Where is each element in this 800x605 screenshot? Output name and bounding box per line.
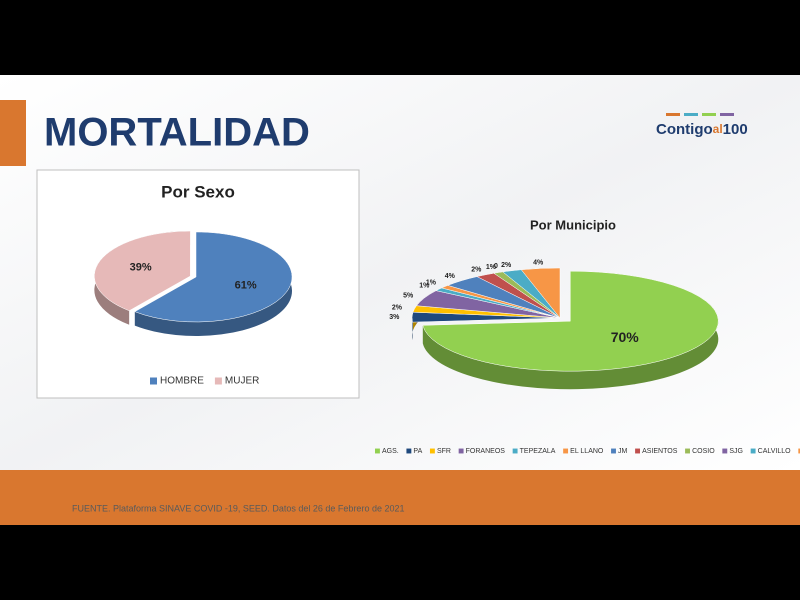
slice (520, 267, 561, 319)
logo-stripes (666, 113, 734, 116)
chart-title: Por Municipio (530, 217, 616, 232)
logo-part: Contigo (656, 121, 713, 138)
legend-swatch (750, 448, 756, 454)
data-label: 61% (235, 279, 257, 291)
legend-label: SJG (729, 448, 743, 455)
data-label: 1% (426, 280, 437, 287)
data-label: 1% (486, 264, 497, 271)
data-label: 2% (392, 305, 403, 312)
data-label: 2% (471, 267, 482, 274)
legend-label: COSIO (692, 448, 715, 455)
legend-swatch (685, 448, 690, 454)
legend-swatch (458, 448, 464, 454)
data-label: 0 (494, 263, 498, 270)
source-note: FUENTE. Plataforma SINAVE COVID -19, SEE… (72, 503, 404, 513)
data-label: 3% (389, 314, 400, 321)
legend-label: CALVILLO (758, 448, 791, 455)
accent-bar (0, 100, 26, 166)
legend-label: JM (618, 448, 628, 455)
legend-label: TEPEZALA (520, 448, 556, 455)
legend-swatch (563, 448, 569, 454)
footer-band (0, 470, 800, 525)
letterbox-bottom (0, 525, 800, 600)
data-label: 1% (419, 283, 430, 290)
slide-title: MORTALIDAD (44, 111, 310, 155)
data-label: 4% (445, 273, 456, 280)
slice (134, 231, 293, 323)
legend-label: MUJER (225, 376, 259, 387)
data-label: 70% (611, 329, 640, 345)
data-label: 2% (501, 262, 512, 269)
legend-swatch (406, 448, 412, 454)
legend-label: EL LLANO (570, 448, 604, 455)
legend-label: HOMBRE (160, 376, 204, 387)
legend-label: ASIENTOS (642, 448, 678, 455)
stripe (684, 113, 698, 116)
data-label: 39% (130, 262, 152, 274)
stripe (702, 113, 716, 116)
letterbox-top (0, 0, 800, 75)
legend-swatch (429, 448, 435, 454)
legend-label: PA (413, 448, 422, 455)
logo-part: al (713, 122, 723, 136)
slice-side (134, 232, 293, 336)
legend-swatch (611, 448, 616, 454)
legend-swatch (635, 448, 641, 454)
data-label: 4% (533, 259, 544, 266)
legend-label: FORANEOS (466, 448, 506, 455)
legend-swatch (722, 448, 728, 454)
legend-label: SFR (437, 448, 451, 455)
slice (422, 270, 719, 372)
legend-swatch (214, 377, 222, 385)
stripe (720, 113, 734, 116)
stripe (666, 113, 680, 116)
logo: Contigoal100 (656, 121, 748, 138)
data-label: 5% (403, 292, 414, 299)
legend-swatch (150, 377, 157, 385)
legend-label: AGS. (382, 448, 399, 455)
slice (94, 230, 191, 311)
logo-part: 100 (723, 121, 748, 138)
legend-swatch (512, 448, 518, 454)
legend-swatch (375, 448, 380, 454)
chart-title: Por Sexo (161, 182, 235, 201)
legend-swatch (798, 448, 800, 454)
